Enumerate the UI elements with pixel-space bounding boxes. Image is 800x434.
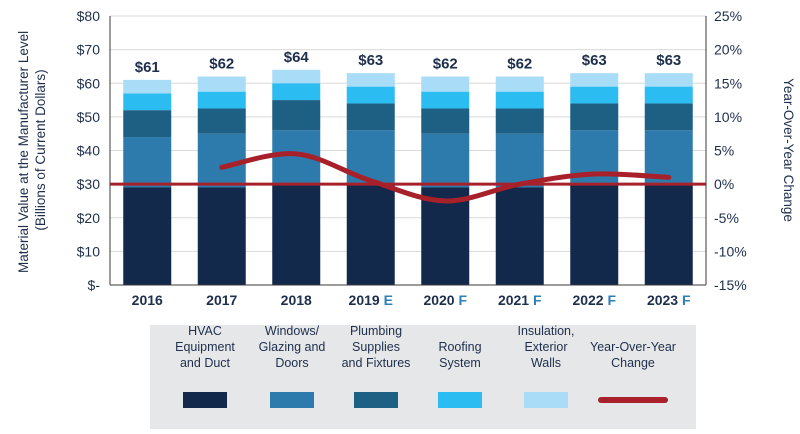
bar-total-label: $62 (209, 56, 234, 73)
bar-segment (570, 86, 619, 104)
x-tick-label: 2020 F (423, 292, 467, 308)
bar-segment (272, 69, 321, 84)
x-tick-label: 2023 F (647, 292, 691, 308)
x-tick-label: 2022 F (572, 292, 616, 308)
legend-label: Windows/Glazing and Doors (259, 324, 326, 370)
bar-segment (346, 103, 395, 131)
y2-tick-label: -5% (714, 210, 739, 226)
legend: HVAC Equipment and Duct Windows/Glazing and… (150, 324, 696, 429)
legend-swatch (354, 392, 398, 408)
bar-total-label: $63 (656, 52, 681, 69)
bar-segment (123, 79, 172, 94)
bar-segment (570, 103, 619, 131)
bar-segment (197, 108, 246, 134)
y-axis-label: Material Value at the Manufacturer Level… (16, 27, 48, 273)
x-tick-label: 2021 F (498, 292, 542, 308)
bar-segment (123, 93, 172, 111)
legend-swatch (183, 392, 227, 408)
bar-segment (570, 73, 619, 87)
bar-total-label: $63 (582, 52, 607, 69)
bar-segment (272, 83, 321, 101)
y2-tick-label: 10% (714, 109, 742, 125)
bar-segment (123, 137, 172, 188)
bar-total-label: $63 (358, 52, 383, 69)
x-tick-label: 2019 E (349, 292, 393, 308)
legend-label: Plumbing Supplies and Fixtures (342, 324, 411, 370)
legend-label: Year-Over-Year Change (590, 340, 676, 370)
bars (123, 69, 693, 285)
bar-total-label: $62 (433, 56, 458, 73)
y2-tick-label: -10% (714, 243, 747, 259)
bar-segment (495, 76, 544, 92)
yoy-line-group (219, 151, 672, 204)
bar-segment (421, 76, 470, 92)
legend-swatch (438, 392, 482, 408)
bar-segment (495, 187, 544, 285)
bar-segment (495, 91, 544, 109)
bar-segment (346, 184, 395, 285)
bar-segment (570, 184, 619, 285)
y2-axis-label: Year-Over-Year Change (781, 78, 796, 222)
bar-segment (644, 73, 693, 87)
legend-swatch (524, 392, 568, 408)
y-tick-label: $60 (77, 75, 101, 91)
bar-segment (197, 76, 246, 92)
y-tick-label: $50 (77, 109, 101, 125)
bar-segment (272, 100, 321, 131)
legend-label: Insulation, Exterior Walls (518, 324, 575, 370)
y-tick-label: $20 (77, 210, 101, 226)
bar-total-label: $64 (284, 49, 310, 66)
bar-segment (644, 184, 693, 285)
bar-segment (421, 133, 470, 188)
axes (109, 16, 707, 286)
bar-total-label: $62 (507, 56, 532, 73)
x-axis-ticks: 2016 2017 2018 2019 E 2020 F 2021 F 2022 F 2023… (132, 292, 691, 308)
x-tick-label: 2018 (281, 292, 312, 308)
legend-background (150, 325, 696, 429)
y-tick-label: $80 (77, 8, 101, 24)
bar-segment (421, 187, 470, 285)
y-tick-label: $70 (77, 42, 101, 58)
bar-segment (644, 103, 693, 131)
left-axis-ticks: $- $10 $20 $30 $40 $50 $60 $70 $80 (77, 8, 101, 293)
y2-tick-label: 0% (714, 176, 734, 192)
legend-swatch (270, 392, 314, 408)
bar-segment (421, 91, 470, 109)
bar-segment (495, 108, 544, 134)
y2-tick-label: 5% (714, 143, 734, 159)
legend-label: HVAC Equipment and Duct (175, 324, 235, 370)
y2-tick-label: 15% (714, 75, 742, 91)
bar-segment (123, 110, 172, 138)
x-tick-label: 2017 (206, 292, 237, 308)
bar-segment (346, 73, 395, 87)
bar-segment (346, 86, 395, 104)
yoy-line (219, 151, 672, 204)
y2-tick-label: -15% (714, 277, 747, 293)
bar-segment (123, 187, 172, 285)
y-tick-label: $40 (77, 143, 101, 159)
y-tick-label: $30 (77, 176, 101, 192)
bar-segment (644, 86, 693, 104)
x-tick-label: 2016 (132, 292, 163, 308)
bar-segment (421, 108, 470, 134)
bar-total-labels: $61 $62 $64 $63 $62 $62 $63 $63 (135, 49, 682, 76)
bar-segment (197, 133, 246, 188)
y-tick-label: $10 (77, 243, 101, 259)
bar-total-label: $61 (135, 59, 160, 76)
bar-segment (495, 133, 544, 188)
y-tick-label: $- (88, 277, 101, 293)
bar-segment (197, 91, 246, 109)
right-axis-ticks: -15% -10% -5% 0% 5% 10% 15% 20% 25% (714, 8, 747, 293)
bar-segment (197, 187, 246, 285)
bar-segment (272, 184, 321, 285)
legend-label: Roofing System (438, 340, 481, 370)
y2-tick-label: 20% (714, 42, 742, 58)
y2-tick-label: 25% (714, 8, 742, 24)
